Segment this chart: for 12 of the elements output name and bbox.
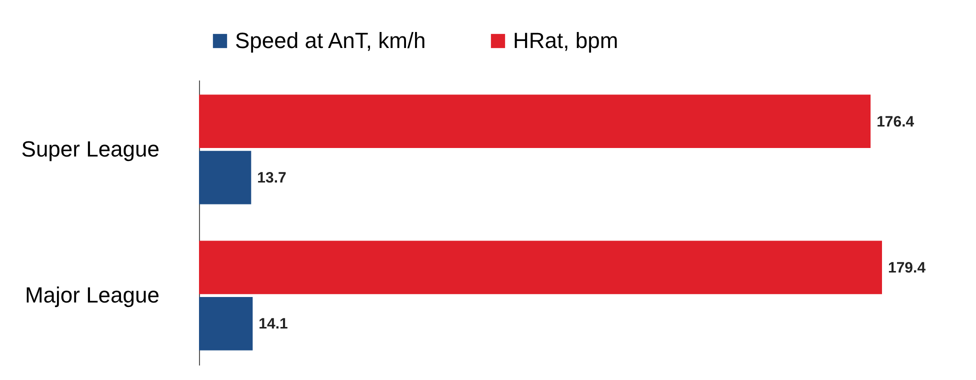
data-label: 179.4	[888, 259, 926, 276]
data-label: 13.7	[257, 170, 286, 187]
bar	[199, 150, 252, 204]
data-label: 14.1	[258, 316, 288, 333]
data-label: 176.4	[876, 113, 915, 130]
bar	[199, 296, 253, 350]
bar	[199, 240, 882, 294]
bar	[199, 94, 871, 148]
y-tick-label: Super League	[21, 136, 160, 162]
legend-label: HRat, bpm	[513, 28, 618, 53]
y-tick-label: Major League	[24, 282, 160, 308]
legend-label: Speed at AnT, km/h	[235, 28, 426, 53]
